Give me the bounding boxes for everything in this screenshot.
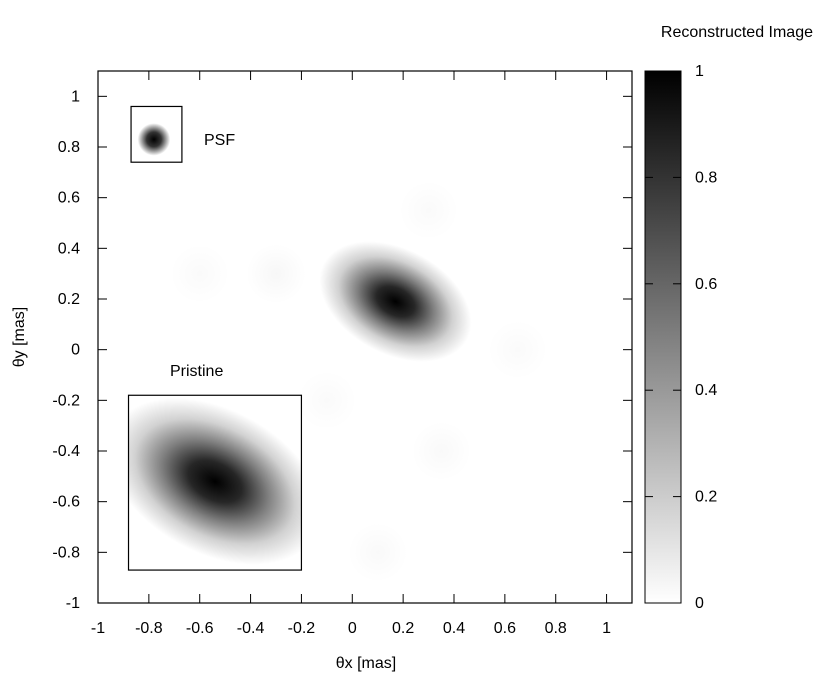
pristine-source: [128, 398, 302, 565]
pristine-source-layer: [128, 398, 302, 565]
x-tick-label: 1: [602, 620, 611, 637]
x-tick-label: -0.4: [237, 620, 265, 637]
x-tick-label: 0: [348, 620, 357, 637]
y-axis-ticks: -1 -0.8 -0.6 -0.4 -0.2 0 0.2 0.4 0.6 0.8 1: [52, 88, 632, 612]
psf-source: [137, 123, 171, 156]
faint-feature: [245, 243, 306, 304]
x-axis-label: θx [mas]: [336, 655, 396, 672]
y-tick-label: -0.2: [52, 392, 80, 409]
psf-inset-box: [130, 105, 183, 163]
colorbar-tick-label: 0: [695, 595, 704, 612]
chart-title: Reconstructed Image: [661, 24, 813, 41]
colorbar-tick-label: 0.2: [695, 489, 717, 506]
y-tick-label: 0: [71, 342, 80, 359]
x-tick-label: -1: [91, 620, 105, 637]
x-tick-label: 0.6: [494, 620, 516, 637]
faint-feature: [398, 180, 459, 241]
x-tick-label: 0.2: [392, 620, 414, 637]
x-tick-label: 0.4: [443, 620, 465, 637]
x-tick-label: -0.2: [288, 620, 316, 637]
faint-feature: [411, 421, 472, 482]
x-tick-label: -0.6: [186, 620, 214, 637]
colorbar-tick-label: 1: [695, 63, 704, 80]
main-source: [319, 241, 472, 362]
colorbar-ticks: 0 0.2 0.4 0.6 0.8 1: [645, 63, 717, 612]
faint-feature: [487, 319, 548, 380]
x-tick-label: -0.8: [135, 620, 163, 637]
colorbar-tick-label: 0.6: [695, 276, 717, 293]
y-tick-label: -1: [66, 595, 80, 612]
x-tick-label: 0.8: [545, 620, 567, 637]
y-tick-label: -0.4: [52, 443, 80, 460]
y-tick-label: 0.6: [58, 190, 80, 207]
faint-feature: [296, 370, 357, 431]
colorbar-tick-label: 0.4: [695, 382, 717, 399]
y-tick-label: 0.2: [58, 291, 80, 308]
y-tick-label: 1: [71, 88, 80, 105]
psf-label: PSF: [204, 132, 235, 149]
pristine-label: Pristine: [170, 363, 223, 380]
y-tick-label: 0.4: [58, 240, 80, 257]
colorbar: [644, 70, 682, 604]
y-tick-label: 0.8: [58, 139, 80, 156]
faint-feature: [169, 243, 230, 304]
y-axis-label: θy [mas]: [11, 307, 28, 367]
pristine-inset-box: [127, 394, 303, 571]
y-tick-label: -0.6: [52, 494, 80, 511]
main-source-layer: [319, 241, 472, 362]
y-tick-label: -0.8: [52, 544, 80, 561]
faint-feature: [347, 522, 408, 583]
plot-frame: [97, 70, 633, 604]
x-axis-ticks: -1 -0.8 -0.6 -0.4 -0.2 0 0.2 0.4 0.6 0.8 1: [91, 71, 611, 637]
colorbar-tick-label: 0.8: [695, 169, 717, 186]
